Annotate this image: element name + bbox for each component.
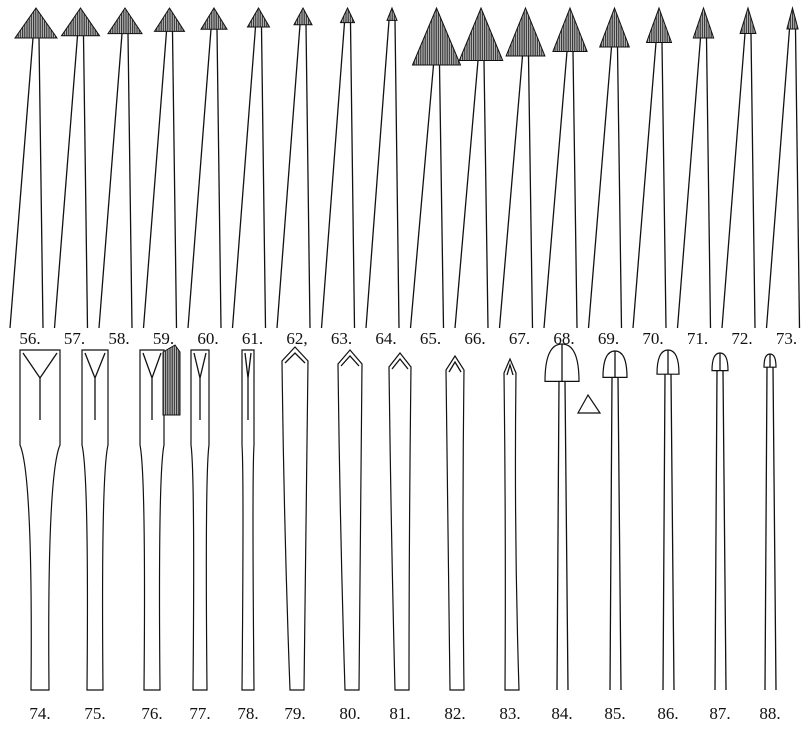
tool-head <box>200 7 228 30</box>
figure-label: 57. <box>64 329 85 348</box>
tool-head <box>153 7 186 32</box>
figure-label: 75. <box>84 704 105 723</box>
tool-detail <box>84 352 106 420</box>
shaft <box>543 51 578 329</box>
tool-head <box>552 6 588 52</box>
tool-detail <box>284 352 306 364</box>
tool-detail <box>193 352 207 420</box>
figure-label: 73. <box>776 329 797 348</box>
tool-outline <box>281 346 309 691</box>
figure-label: 78. <box>237 704 258 723</box>
tool-head <box>505 6 546 57</box>
tool-detail <box>340 355 360 367</box>
tool-detail <box>506 362 514 376</box>
tool-head <box>107 7 143 35</box>
figure-label: 82. <box>444 704 465 723</box>
shaft <box>632 42 667 329</box>
tool-head <box>339 6 356 24</box>
shaft <box>231 26 267 329</box>
shaft <box>53 35 89 329</box>
tool-detail <box>448 360 462 373</box>
figure-label: 70. <box>642 329 663 348</box>
tool-detail <box>244 352 252 420</box>
tool-detail <box>391 357 409 370</box>
shaft <box>320 22 356 329</box>
figure-label: 59. <box>153 329 174 348</box>
tool-outline <box>337 349 363 691</box>
figure-label: 87. <box>709 704 730 723</box>
tool-detail <box>764 354 777 691</box>
figure-label: 74. <box>29 704 50 723</box>
figure-label: 83. <box>499 704 520 723</box>
figure-label: 66. <box>464 329 485 348</box>
shaft <box>721 33 756 329</box>
tool-detail <box>22 352 58 420</box>
tool-head <box>645 6 673 43</box>
tool-head <box>739 6 757 34</box>
figure-label: 86. <box>657 704 678 723</box>
shaft <box>276 24 311 329</box>
tool-outline <box>81 349 109 691</box>
shaft <box>587 46 623 329</box>
figure-label: 67. <box>509 329 530 348</box>
figure-label: 64. <box>375 329 396 348</box>
figure-label: 77. <box>189 704 210 723</box>
tool-fragment <box>576 393 602 414</box>
tool-outline <box>190 349 210 691</box>
tool-head <box>411 6 462 66</box>
figure-label: 76. <box>141 704 162 723</box>
shaft <box>765 28 801 329</box>
tool-detail <box>609 351 622 691</box>
shaft <box>498 55 534 329</box>
figure-label: 58. <box>108 329 129 348</box>
figure-label: 68. <box>553 329 574 348</box>
figure-label: 65. <box>420 329 441 348</box>
figure-label: 79. <box>284 704 305 723</box>
shaft <box>98 33 133 329</box>
shaft <box>187 29 222 329</box>
figure-label: 80. <box>339 704 360 723</box>
tool-outline <box>19 349 61 691</box>
figure-label: 63. <box>331 329 352 348</box>
figure-label: 81. <box>389 704 410 723</box>
figure-label: 56. <box>19 329 40 348</box>
figure-label: 85. <box>604 704 625 723</box>
figure-label: 61. <box>242 329 263 348</box>
figure-label: 69. <box>598 329 619 348</box>
shaft <box>676 37 712 329</box>
tool-head <box>60 7 101 37</box>
figure-label: 60. <box>197 329 218 348</box>
shaft <box>365 20 400 329</box>
shaft <box>454 60 489 329</box>
tool-head <box>14 7 58 39</box>
tool-outline <box>503 357 520 691</box>
figure-label: 84. <box>551 704 572 723</box>
tool-head <box>246 7 271 28</box>
figure-label: 72. <box>731 329 752 348</box>
tool-head <box>458 6 504 61</box>
shaft <box>409 64 445 329</box>
tool-detail <box>662 350 675 691</box>
tool-outline <box>241 349 255 691</box>
tool-head <box>692 6 715 39</box>
tool-head <box>598 6 631 48</box>
tool-detail <box>556 344 569 691</box>
tool-outline <box>388 352 412 691</box>
tool-outline <box>139 349 165 691</box>
shaft <box>9 37 44 329</box>
tool-outline <box>445 354 465 691</box>
figure-label: 88. <box>759 704 780 723</box>
tool-head <box>386 6 398 21</box>
shaft <box>142 31 178 329</box>
tool-head <box>293 6 313 26</box>
tool-detail <box>714 353 727 691</box>
figure-label: 62, <box>286 329 307 348</box>
tool-detail <box>142 352 162 420</box>
tool-head <box>786 6 799 30</box>
figure-label: 71. <box>687 329 708 348</box>
tool-fragment <box>162 344 181 416</box>
